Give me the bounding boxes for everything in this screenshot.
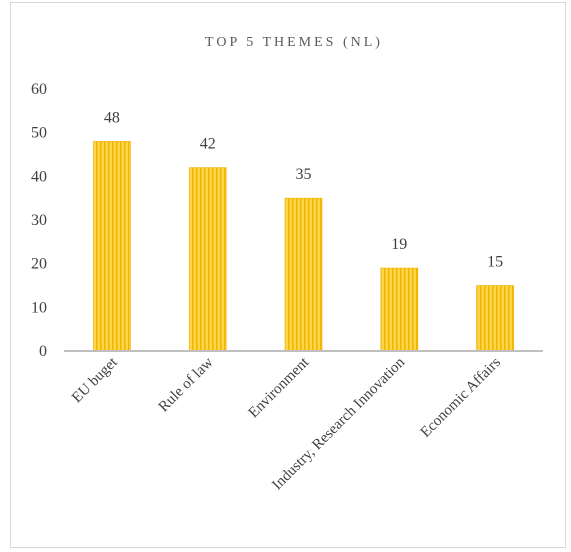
chart-title: TOP 5 THEMES (NL) <box>205 35 383 50</box>
y-tick-label: 0 <box>39 343 47 360</box>
bar <box>476 285 514 352</box>
data-label: 19 <box>391 236 407 253</box>
y-tick-label: 30 <box>31 212 47 229</box>
y-tick-label: 10 <box>31 299 47 316</box>
y-axis-ticks: 0 10 20 30 40 50 60 <box>31 81 47 360</box>
category-label: Economic Affairs <box>418 354 504 440</box>
category-label: EU buget <box>69 354 121 406</box>
y-tick-label: 40 <box>31 168 47 185</box>
bar <box>188 167 227 352</box>
bar <box>284 197 323 352</box>
y-tick-label: 50 <box>31 125 47 142</box>
bar <box>93 141 131 352</box>
bars <box>93 141 514 352</box>
data-label: 42 <box>200 136 216 153</box>
data-label: 48 <box>104 109 120 126</box>
y-tick-label: 60 <box>31 81 47 98</box>
y-tick-label: 20 <box>31 256 47 273</box>
category-label: Environment <box>246 354 313 421</box>
category-label: Rule of law <box>156 354 217 415</box>
category-labels: EU buget Rule of law EnvironmentIndustry, … <box>69 354 504 493</box>
bar <box>380 267 419 352</box>
data-labels: 48 42 35 19 15 <box>104 109 503 270</box>
data-label: 35 <box>296 166 312 183</box>
data-label: 15 <box>487 254 503 271</box>
